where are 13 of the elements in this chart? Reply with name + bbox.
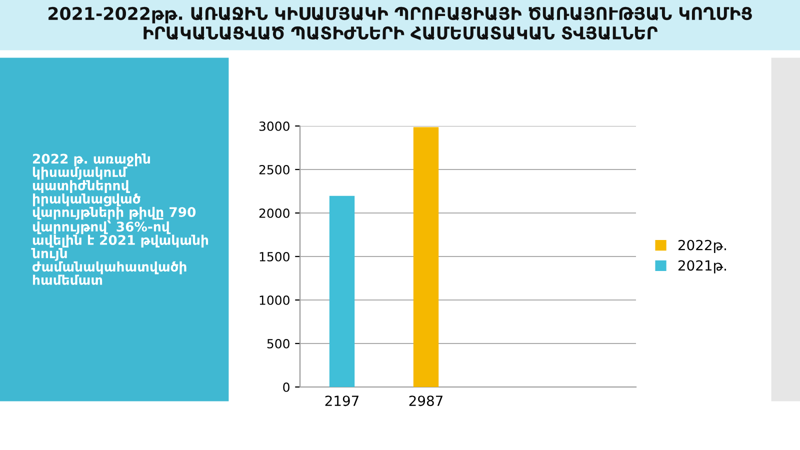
data-label: 2987	[409, 396, 442, 406]
y-tick-label: 3000	[259, 121, 290, 131]
legend-label: 2022թ.	[678, 240, 726, 254]
y-tick-label: 500	[267, 338, 290, 348]
y-tick-label: 1000	[260, 295, 290, 305]
y-tick-label: 1500	[260, 252, 290, 262]
y-tick-label: 2000	[259, 208, 290, 218]
legend-label: 2021թ.	[678, 260, 726, 274]
y-tick-label: 2500	[259, 164, 290, 174]
y-tick-label: 0	[283, 382, 290, 392]
chart-title: 2021-2022թթ. ԱՌԱՋԻՆ ԿԻՍԱՄՅԱԿԻ ՊՐՈԲԱՑԻԱՅԻ ԾԱՌԱՅՈՒԹՅԱՆ ԿՈՂՄԻՑ ԻՐԱԿԱՆԱՑՎԱԾ ՊԱՏԻԺՆԵՐԻ ՀԱՄԵՄԱՏԱԿԱՆ ՏՎՅԱԼՆԵՐ	[48, 6, 752, 40]
data-label: 2197	[325, 396, 358, 406]
text: 2022 թ. առաջին կիսամյակում պատիժներով իրականացված վարույթների թիվը 790 վարույթով՝ 36%-ով ավելին է 2021 թվականի նույն ժամանակահատվածի համեմատ	[31, 154, 208, 285]
